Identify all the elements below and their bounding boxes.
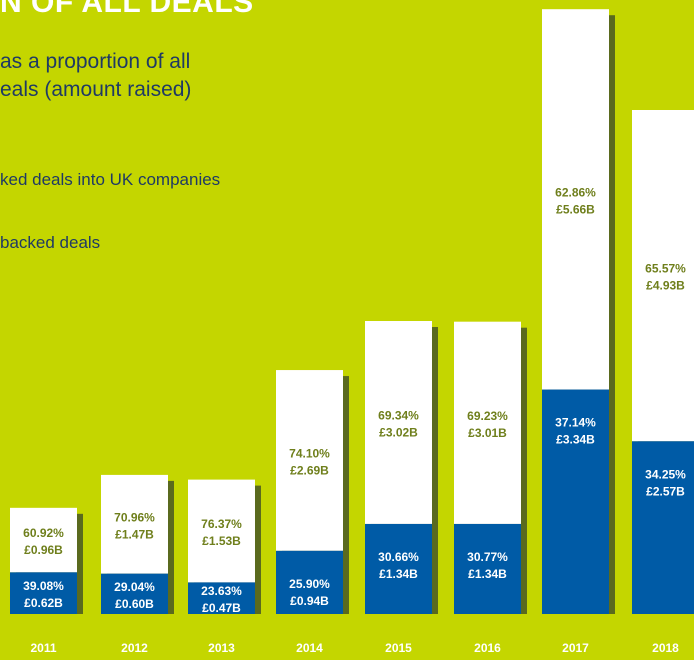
bar-white-2011 xyxy=(10,507,77,573)
blue-amt-label-2017: £3.34B xyxy=(556,433,595,447)
bar-white-2017 xyxy=(542,9,609,390)
white-pct-label-2015: 69.34% xyxy=(378,408,419,422)
white-pct-label-2016: 69.23% xyxy=(467,409,508,423)
year-label-2016: 2016 xyxy=(474,641,501,655)
blue-pct-label-2012: 29.04% xyxy=(114,580,155,594)
white-pct-label-2017: 62.86% xyxy=(555,185,596,199)
subtitle-line-2: eals (amount raised) xyxy=(0,78,192,101)
year-label-2014: 2014 xyxy=(296,641,323,655)
subtitle-line-1: as a proportion of all xyxy=(0,50,191,73)
blue-pct-label-2015: 30.66% xyxy=(378,550,419,564)
bar-blue-2013 xyxy=(188,582,255,614)
blue-pct-label-2011: 39.08% xyxy=(23,579,64,593)
white-amt-label-2018: £4.93B xyxy=(646,279,685,293)
year-label-2013: 2013 xyxy=(208,641,235,655)
white-amt-label-2013: £1.53B xyxy=(202,534,241,548)
bar-white-2018 xyxy=(632,110,694,442)
blue-amt-label-2011: £0.62B xyxy=(24,596,63,610)
bar-white-2015 xyxy=(365,321,432,524)
year-label-2017: 2017 xyxy=(562,641,589,655)
bar-blue-2015 xyxy=(365,523,432,614)
white-amt-label-2016: £3.01B xyxy=(468,426,507,440)
blue-amt-label-2018: £2.57B xyxy=(646,484,685,498)
year-label-2015: 2015 xyxy=(385,641,412,655)
white-pct-label-2014: 74.10% xyxy=(289,446,330,460)
white-pct-label-2012: 70.96% xyxy=(114,510,155,524)
blue-amt-label-2016: £1.34B xyxy=(468,567,507,581)
bar-white-2014 xyxy=(276,370,343,551)
blue-amt-label-2012: £0.60B xyxy=(115,597,154,611)
year-label-2011: 2011 xyxy=(30,641,56,655)
blue-pct-label-2018: 34.25% xyxy=(645,467,686,481)
blue-amt-label-2015: £1.34B xyxy=(379,567,418,581)
chart-subtitle: as a proportion of all eals (amount rais… xyxy=(0,48,300,104)
white-amt-label-2015: £3.02B xyxy=(379,425,418,439)
bar-blue-2017 xyxy=(542,389,609,614)
white-pct-label-2011: 60.92% xyxy=(23,526,64,540)
bar-blue-2012 xyxy=(101,573,168,614)
white-pct-label-2013: 76.37% xyxy=(201,517,242,531)
white-amt-label-2012: £1.47B xyxy=(115,527,154,541)
bar-blue-2014 xyxy=(276,550,343,614)
year-label-2012: 2012 xyxy=(121,641,148,655)
white-amt-label-2014: £2.69B xyxy=(290,463,329,477)
chart-title: N OF ALL DEALS xyxy=(0,0,254,19)
white-pct-label-2018: 65.57% xyxy=(645,262,686,276)
bar-white-2013 xyxy=(188,479,255,583)
legend-item-2: backed deals xyxy=(0,233,101,252)
bar-white-2012 xyxy=(101,474,168,574)
white-amt-label-2011: £0.96B xyxy=(24,543,63,557)
bar-blue-2011 xyxy=(10,572,77,614)
bar-blue-2018 xyxy=(632,441,694,614)
blue-amt-label-2014: £0.94B xyxy=(290,594,329,608)
legend-item-1: ked deals into UK companies xyxy=(0,170,221,189)
blue-pct-label-2014: 25.90% xyxy=(289,577,330,591)
blue-pct-label-2017: 37.14% xyxy=(555,416,596,430)
white-amt-label-2017: £5.66B xyxy=(556,202,595,216)
year-label-2018: 2018 xyxy=(652,641,679,655)
blue-amt-label-2013: £0.47B xyxy=(202,601,241,615)
bar-white-2016 xyxy=(454,321,521,524)
bar-blue-2016 xyxy=(454,523,521,614)
blue-pct-label-2016: 30.77% xyxy=(467,550,508,564)
blue-pct-label-2013: 23.63% xyxy=(201,584,242,598)
